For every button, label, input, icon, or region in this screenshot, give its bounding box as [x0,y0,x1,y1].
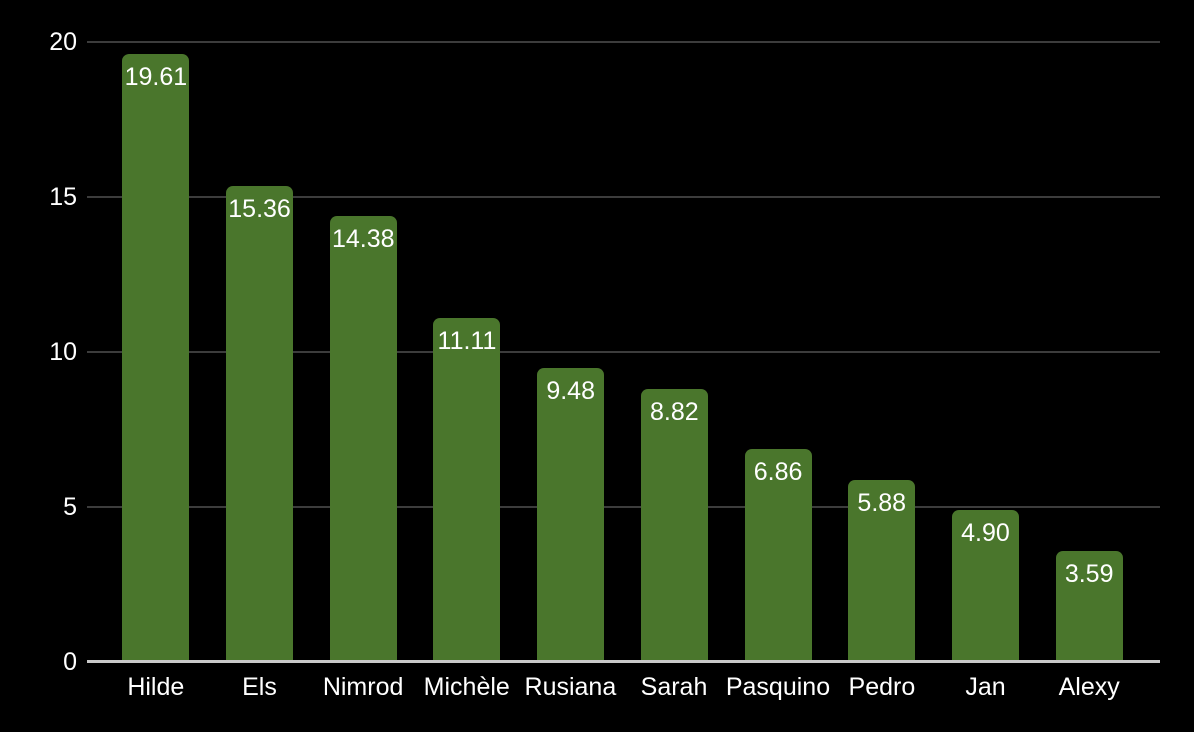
x-category-label: Michèle [423,673,510,701]
x-category-label: Els [242,673,277,701]
bar-value-label: 3.59 [1064,559,1114,588]
bar-value-label: 6.86 [753,458,803,487]
plot-area: 19.61 15.36 14.38 11.11 9.48 8.82 6.86 5.88 4.90… [87,41,1160,662]
y-axis-tick-labels: 0 5 10 15 20 [0,28,77,676]
x-category-label: Rusiana [524,673,617,701]
x-category-label: Pasquino [725,673,831,701]
bar-value-label: 9.48 [546,377,595,406]
bar-pasquino[interactable]: 6.86 [744,449,812,662]
bar-slot: 3.59 [1037,42,1141,662]
bar-slot: 15.36 [208,42,312,662]
bar-slot: 6.86 [726,42,830,662]
bar-slot: 8.82 [623,42,727,662]
y-tick-label: 5 [63,493,77,521]
bar-slot: 4.90 [934,42,1038,662]
bar-value-label: 5.88 [857,488,907,517]
gridline-10 [87,351,1160,353]
bar-els[interactable]: 15.36 [226,185,294,662]
bar-rusiana[interactable]: 9.48 [537,368,605,662]
x-category-label: Nimrod [322,673,404,701]
y-tick-label: 15 [49,183,77,211]
bar-value-label: 19.61 [124,63,188,92]
y-tick-label: 10 [49,338,77,366]
bar-hilde[interactable]: 19.61 [122,54,190,662]
y-tick-label: 20 [49,28,77,56]
x-category-label: Sarah [640,673,708,701]
bar-value-label: 11.11 [437,326,497,355]
bar-michèle[interactable]: 11.11 [433,317,501,662]
gridline-20 [87,41,1160,43]
bar-slot: 5.88 [830,42,934,662]
bar-value-label: 15.36 [228,194,291,223]
bar-slot: 9.48 [519,42,623,662]
bar-value-label: 8.82 [650,397,699,426]
bar-sarah[interactable]: 8.82 [640,388,708,662]
x-axis-line [87,660,1160,663]
bar-pedro[interactable]: 5.88 [848,479,916,662]
bar-nimrod[interactable]: 14.38 [329,216,397,662]
x-category-label: Pedro [848,673,916,701]
bar-value-label: 4.90 [961,519,1010,548]
bar-jan[interactable]: 4.90 [951,510,1019,662]
y-tick-label: 0 [63,648,77,676]
x-category-label: Alexy [1058,673,1120,701]
bar-slot: 14.38 [311,42,415,662]
x-axis-category-labels: Hilde Els Nimrod Michèle Rusiana Sarah Pasquin… [104,672,1141,702]
gridline-5 [87,506,1160,508]
bar-slot: 19.61 [104,42,208,662]
gridline-15 [87,196,1160,198]
bar-value-label: 14.38 [331,225,395,254]
bar-slot: 11.11 [415,42,519,662]
bars-container: 19.61 15.36 14.38 11.11 9.48 8.82 6.86 5.88 4.90… [104,42,1141,662]
bar-alexy[interactable]: 3.59 [1055,550,1123,662]
x-category-label: Jan [965,673,1006,701]
x-category-label: Hilde [127,673,185,701]
